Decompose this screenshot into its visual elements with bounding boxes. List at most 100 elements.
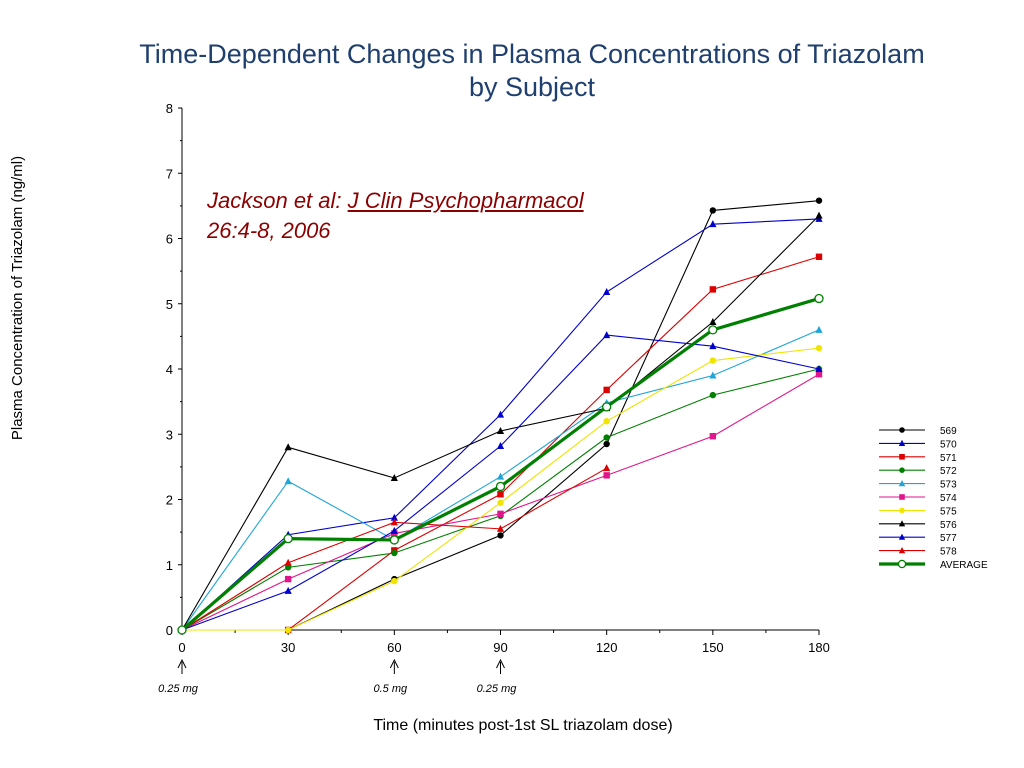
legend-item-574: 574 xyxy=(879,493,957,504)
x-tick-label: 0 xyxy=(178,640,185,655)
data-point xyxy=(603,386,610,394)
data-point xyxy=(899,454,905,460)
data-point xyxy=(815,325,823,333)
data-point xyxy=(496,524,505,532)
data-point xyxy=(898,520,906,527)
x-tick-label: 90 xyxy=(493,640,507,655)
chart-title: Time-Dependent Changes in Plasma Concent… xyxy=(60,38,1004,104)
series-575 xyxy=(178,344,823,634)
legend-item-570: 570 xyxy=(879,439,957,450)
data-point xyxy=(389,535,399,545)
series-line xyxy=(181,218,820,631)
data-point xyxy=(815,371,823,378)
dose-arrow-head xyxy=(496,658,505,669)
legend-label: 576 xyxy=(940,520,957,531)
legend-label: AVERAGE xyxy=(940,560,988,571)
data-point xyxy=(390,513,398,521)
dose-label: 0.5 mg xyxy=(374,683,409,695)
dose-arrow-head xyxy=(389,658,399,669)
data-point xyxy=(815,365,823,372)
data-point xyxy=(496,426,505,434)
data-point xyxy=(709,371,717,379)
data-point xyxy=(899,507,905,514)
legend-label: 572 xyxy=(940,466,957,477)
data-point xyxy=(496,441,505,449)
data-point xyxy=(497,491,504,498)
data-point xyxy=(496,472,505,480)
legend-label: 571 xyxy=(940,453,957,464)
legend-item-average: AVERAGE xyxy=(879,559,988,571)
data-point xyxy=(814,293,824,304)
data-point xyxy=(284,477,292,485)
x-tick-label: 60 xyxy=(387,640,401,655)
data-point xyxy=(899,494,905,500)
dose-marker: 0.5 mg xyxy=(374,658,409,695)
series-line xyxy=(181,215,820,631)
chart-series xyxy=(177,197,824,635)
series-573 xyxy=(178,325,823,633)
data-point xyxy=(603,331,611,339)
legend-item-573: 573 xyxy=(879,480,957,491)
legend-label: 578 xyxy=(940,547,957,558)
data-point xyxy=(815,253,823,260)
chart-legend: 569 570 571 572 573 574 575 576 577 578 AVERAGE xyxy=(879,426,988,571)
citation: Jackson et al: J Clin Psychopharmacol 26… xyxy=(207,186,584,246)
data-point xyxy=(284,443,292,451)
dose-label: 0.25 mg xyxy=(477,683,518,695)
series-line xyxy=(181,368,820,631)
legend-item-578: 578 xyxy=(879,547,957,558)
data-point xyxy=(709,207,717,214)
y-tick-label: 7 xyxy=(166,166,173,181)
data-point xyxy=(709,220,717,228)
legend-item-576: 576 xyxy=(879,520,957,531)
data-point xyxy=(391,549,398,557)
y-tick-label: 5 xyxy=(166,297,173,312)
data-point xyxy=(815,197,823,204)
y-tick-label: 8 xyxy=(166,101,173,116)
data-point xyxy=(709,342,717,350)
series-line xyxy=(181,329,820,631)
data-point xyxy=(284,626,292,634)
y-tick-label: 0 xyxy=(166,623,173,638)
legend-item-572: 572 xyxy=(879,466,957,477)
data-point xyxy=(603,288,611,296)
data-point xyxy=(497,510,504,518)
legend-label: 575 xyxy=(940,506,957,517)
chart-title-line-2: by Subject xyxy=(468,72,596,102)
data-point xyxy=(898,547,906,554)
y-axis-label: Plasma Concentration of Triazolam (ng/ml… xyxy=(9,156,26,440)
citation-journal: J Clin Psychopharmacol xyxy=(347,188,584,213)
data-point xyxy=(497,532,504,539)
legend-item-569: 569 xyxy=(879,426,957,437)
data-point xyxy=(284,558,292,566)
data-point xyxy=(390,473,398,481)
data-point xyxy=(603,434,610,441)
series-576 xyxy=(178,211,823,633)
data-point xyxy=(709,433,717,440)
legend-item-577: 577 xyxy=(879,533,957,544)
dose-label: 0.25 mg xyxy=(158,683,199,695)
data-point xyxy=(177,625,187,635)
data-point xyxy=(709,357,717,364)
data-point xyxy=(709,318,717,326)
series-average xyxy=(177,293,824,635)
x-tick-label: 30 xyxy=(281,640,295,655)
data-point xyxy=(603,464,611,472)
citation-authors: Jackson et al: xyxy=(207,188,348,213)
legend-item-571: 571 xyxy=(879,453,957,464)
chart-title-line-1: Time-Dependent Changes in Plasma Concent… xyxy=(139,39,925,69)
legend-item-575: 575 xyxy=(879,506,957,517)
series-570 xyxy=(178,214,823,633)
x-tick-label: 150 xyxy=(702,640,724,655)
y-tick-label: 3 xyxy=(166,427,173,442)
data-point xyxy=(898,439,906,446)
data-point xyxy=(898,533,906,540)
data-point xyxy=(815,211,823,219)
data-point xyxy=(284,575,292,583)
data-point xyxy=(284,586,292,594)
x-axis-label: Time (minutes post-1st SL triazolam dose… xyxy=(373,717,672,734)
data-point xyxy=(708,325,718,335)
x-tick-label: 120 xyxy=(596,640,618,655)
data-point xyxy=(898,480,906,487)
